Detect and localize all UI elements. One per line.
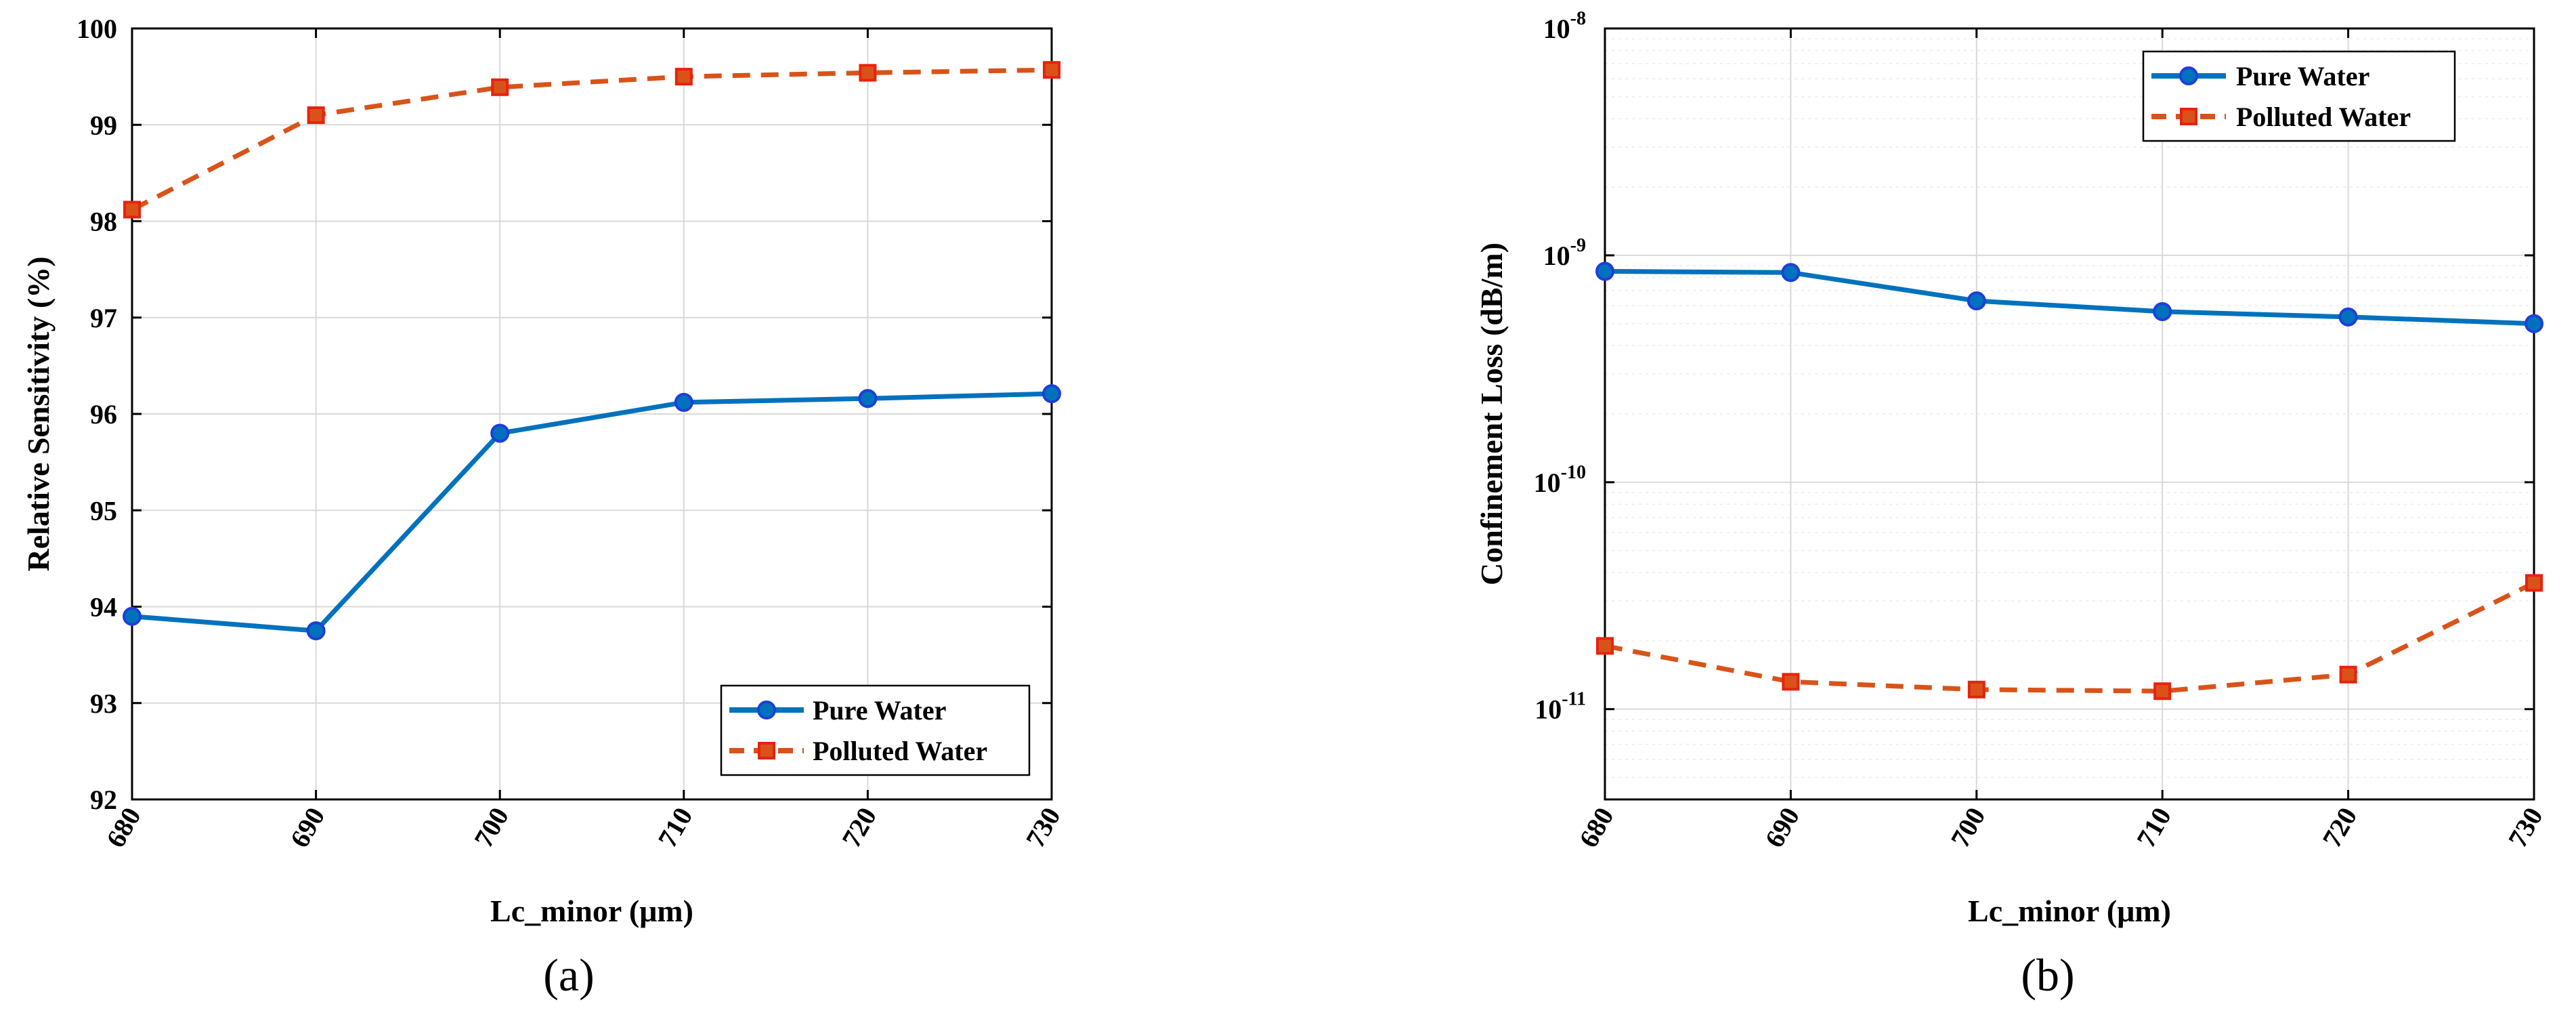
pure-water-point xyxy=(1781,263,1801,283)
y-tick-label: 100 xyxy=(77,14,117,44)
legend-pure-label: Pure Water xyxy=(813,695,946,726)
y-tick-label: 99 xyxy=(90,110,117,140)
y-tick-label: 95 xyxy=(90,495,117,526)
pure-water-point xyxy=(490,423,510,443)
y-tick-label: 96 xyxy=(90,399,117,430)
pure-water-line xyxy=(1604,269,2535,327)
legend-polluted-marker xyxy=(758,742,775,759)
pure-water-point xyxy=(1595,262,1614,281)
polluted-water-point xyxy=(859,64,877,82)
legend-polluted-label: Polluted Water xyxy=(813,736,987,766)
polluted-water-point xyxy=(674,68,693,86)
polluted-water-point xyxy=(1596,637,1614,655)
legend-a: Pure Water Polluted Water xyxy=(720,684,1031,776)
pure-water-point xyxy=(306,621,326,641)
pure-water-point xyxy=(2153,301,2172,321)
plot-frame-b xyxy=(1604,27,2535,801)
polluted-water-point xyxy=(1782,673,1800,691)
y-tick-label: 94 xyxy=(90,592,117,623)
polluted-water-line xyxy=(1604,581,2535,694)
legend-polluted-label: Polluted Water xyxy=(2236,102,2411,132)
y-axis-label-a: Relative Sensitivity (%) xyxy=(21,256,56,571)
polluted-water-point xyxy=(491,78,509,96)
caption-b: (b) xyxy=(2021,949,2074,1001)
pure-water-point xyxy=(674,392,693,412)
x-axis-label-b: Lc_minor (μm) xyxy=(1968,894,2171,928)
polluted-water-point xyxy=(1043,61,1060,79)
pure-water-point xyxy=(1967,291,1986,311)
y-tick-label: 93 xyxy=(90,688,117,719)
legend-polluted-marker xyxy=(2180,108,2197,125)
y-tick-label: 92 xyxy=(90,785,117,815)
polluted-water-point xyxy=(123,201,141,219)
legend-pure-marker xyxy=(2179,66,2198,85)
legend-b: Pure Water Polluted Water xyxy=(2142,50,2456,142)
pure-water-point xyxy=(123,606,142,626)
legend-box xyxy=(2142,50,2456,142)
y-tick-label: 97 xyxy=(90,303,117,333)
pure-water-point xyxy=(2525,314,2543,333)
polluted-water-line xyxy=(131,67,1052,212)
pure-water-point xyxy=(1042,384,1061,404)
legend-box xyxy=(720,684,1031,776)
legend-pure-label: Pure Water xyxy=(2236,61,2369,91)
polluted-water-point xyxy=(307,106,325,125)
polluted-water-point xyxy=(2153,682,2172,701)
caption-a: (a) xyxy=(543,949,594,1001)
polluted-water-point xyxy=(2525,574,2543,592)
x-axis-label-a: Lc_minor (μm) xyxy=(490,894,693,928)
pure-water-point xyxy=(858,389,878,409)
y-tick-label: 98 xyxy=(90,207,117,237)
polluted-water-point xyxy=(1967,680,1985,698)
pure-water-point xyxy=(2338,307,2358,327)
y-axis-label-b: Confinement Loss (dB/m) xyxy=(1474,243,1509,585)
legend-pure-marker xyxy=(757,701,776,719)
pure-water-line xyxy=(131,391,1052,633)
polluted-water-point xyxy=(2339,665,2357,684)
